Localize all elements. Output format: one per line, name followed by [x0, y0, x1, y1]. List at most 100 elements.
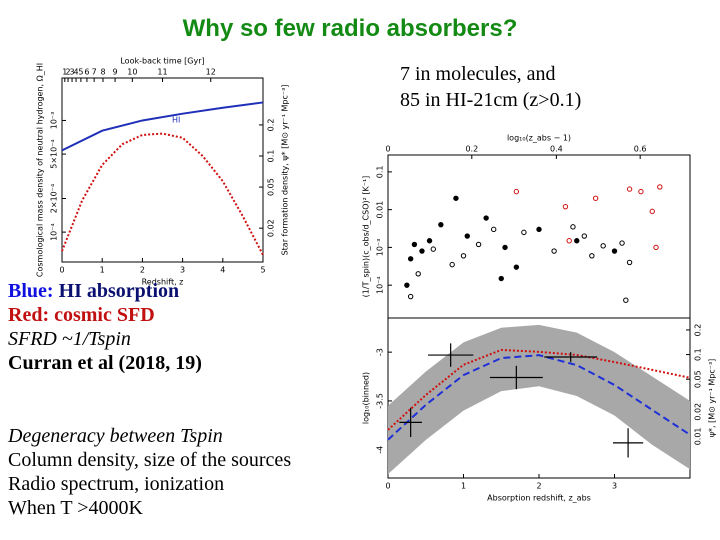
y-tick-label: -3.5 — [376, 393, 385, 409]
point: Column density, size of the sources — [8, 449, 292, 471]
y2-tick-label: 0.01 — [694, 427, 703, 445]
point — [592, 195, 599, 201]
point — [562, 203, 569, 210]
y-tick-label: -3 — [376, 348, 385, 356]
point — [464, 233, 470, 239]
point — [551, 248, 557, 254]
top-axis-label: log₁₀(z_abs − 1) — [507, 134, 571, 143]
point — [430, 246, 436, 252]
y2-tick-label: 0.1 — [694, 348, 703, 361]
y2-axis-label: ψ*, [M⊙ yr⁻¹ Mpc⁻³] — [708, 359, 717, 438]
point — [415, 271, 421, 277]
blue-key: Blue: — [8, 280, 54, 302]
point — [502, 244, 508, 251]
top-tick-label: 4 — [74, 68, 79, 77]
note-line: 85 in HI-21cm (z>0.1) — [400, 89, 582, 111]
y-tick-label: 5×10⁻⁴ — [50, 139, 59, 168]
top-tick-label: 0 — [385, 145, 390, 154]
point — [638, 188, 644, 195]
point — [619, 240, 625, 246]
y-tick-label: -4 — [376, 446, 385, 454]
top-tick-label: 1 — [62, 68, 67, 77]
x-axis-label: Absorption redshift, z_abs — [487, 494, 591, 503]
series-line — [61, 132, 264, 256]
y-tick-label: 2×10⁻⁴ — [50, 184, 59, 213]
y2-tick-label: 0.1 — [267, 150, 276, 163]
x-tick-label: 3 — [612, 482, 617, 491]
top-tick-label: 7 — [92, 68, 97, 77]
x-axis-label: Redshift, z — [142, 278, 184, 287]
series-line — [61, 101, 264, 152]
point — [419, 248, 425, 254]
top-tick-label: 0.4 — [550, 145, 563, 154]
top-tick-label: 10 — [127, 68, 137, 77]
point — [404, 282, 410, 288]
point — [483, 215, 489, 221]
point — [657, 184, 663, 190]
top-tick-label: 11 — [157, 68, 167, 77]
red-line: Red: cosmic SFD — [8, 304, 155, 326]
point — [407, 256, 414, 262]
point — [498, 275, 504, 282]
top-tick-label: 3 — [70, 68, 75, 77]
point — [438, 221, 444, 228]
point — [623, 297, 629, 303]
y2-axis-label: Star formation density, ψ* [M⊙ yr⁻¹ Mpc⁻… — [281, 85, 290, 256]
series-line — [387, 354, 691, 441]
point — [407, 293, 414, 300]
y2-tick-label: 0.02 — [694, 403, 703, 421]
y2-tick-label: 0.2 — [267, 119, 276, 132]
point — [611, 248, 618, 254]
point — [513, 264, 520, 270]
point — [589, 253, 595, 259]
point: Degeneracy between Tspin — [8, 425, 223, 447]
point — [574, 238, 580, 244]
sfrd-line: SFRD ~1/Tspin — [8, 328, 131, 350]
y2-tick-label: 0.2 — [694, 324, 703, 337]
title: Why so few radio absorbers? — [182, 15, 518, 42]
y2-tick-label: 0.02 — [267, 219, 276, 237]
x-tick-label: 5 — [260, 266, 265, 275]
reference: Curran et al (2018, 19) — [8, 352, 202, 374]
x-tick-label: 2 — [140, 266, 145, 275]
x-tick-label: 4 — [220, 266, 225, 275]
y2-tick-label: 0.05 — [267, 178, 276, 196]
plot-frame — [387, 154, 691, 319]
y-tick-label: 10⁻³ — [50, 112, 59, 130]
point — [626, 259, 633, 266]
point: Radio spectrum, ionization — [8, 473, 225, 495]
point — [475, 241, 482, 248]
point — [600, 243, 606, 249]
point — [521, 229, 527, 236]
x-tick-label: 2 — [536, 482, 541, 491]
point — [536, 226, 542, 233]
x-tick-label: 1 — [100, 266, 105, 275]
annotation: HI — [172, 116, 180, 125]
top-tick-label: 0.6 — [634, 145, 647, 154]
uncertainty-band — [388, 324, 690, 475]
x-tick-label: 1 — [461, 482, 466, 491]
top-axis-label: Look-back time [Gyr] — [120, 57, 204, 66]
point — [513, 188, 520, 195]
y-axis-label: (1/T_spin)(c_obs/d_CSO)² [K⁻¹] — [362, 176, 371, 298]
point — [653, 244, 659, 251]
point — [626, 186, 633, 192]
top-tick-label: 5 — [78, 68, 83, 77]
y-axis-label: log₁₀(binned) — [362, 372, 371, 424]
y-tick-label: 10⁻⁴ — [50, 223, 59, 241]
x-tick-label: 0 — [59, 266, 64, 275]
point — [570, 224, 576, 230]
x-tick-label: 0 — [385, 482, 390, 491]
top-tick-label: 8 — [100, 68, 105, 77]
note-line: 7 in molecules, and — [400, 63, 556, 85]
top-tick-label: 12 — [206, 68, 216, 77]
point — [491, 226, 497, 233]
y-tick-label: 10⁻⁴ — [376, 276, 385, 294]
point — [453, 195, 459, 201]
point — [449, 261, 455, 268]
point — [411, 241, 418, 248]
blue-text: HI absorption — [58, 280, 180, 302]
series-line — [387, 348, 691, 431]
point — [426, 238, 433, 244]
